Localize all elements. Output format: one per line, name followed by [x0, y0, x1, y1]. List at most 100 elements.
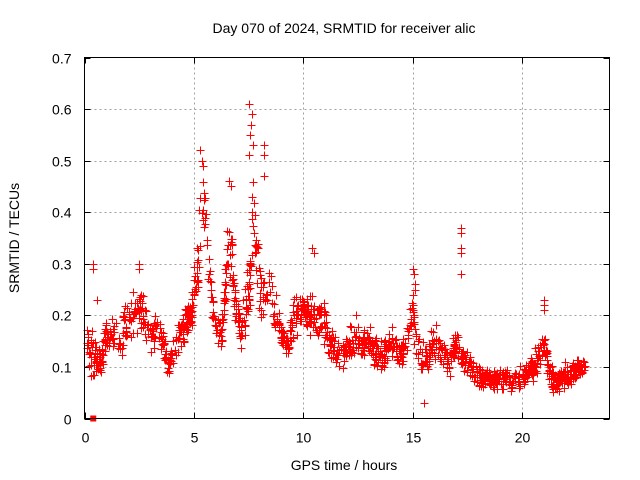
data-point — [414, 354, 423, 363]
data-point — [409, 291, 418, 300]
data-point — [398, 341, 407, 350]
y-tick-labels: 0 0.1 0.2 0.3 0.4 0.5 0.6 0.7 — [52, 51, 72, 428]
data-point — [202, 210, 211, 219]
data-point — [469, 362, 478, 371]
data-point — [313, 328, 322, 337]
data-point — [194, 246, 203, 255]
data-point — [209, 298, 218, 307]
data-point — [435, 345, 444, 354]
data-point — [516, 382, 525, 391]
data-point — [561, 358, 570, 367]
data-point — [94, 361, 103, 370]
data-point — [366, 342, 375, 351]
data-point — [404, 334, 413, 343]
data-point — [245, 266, 254, 275]
y-tick-label: 0.1 — [52, 360, 72, 376]
data-point — [195, 206, 204, 215]
data-point — [457, 270, 466, 279]
data-point — [87, 353, 96, 362]
data-point — [249, 178, 258, 187]
data-point — [293, 310, 302, 319]
y-tick-label: 0.6 — [52, 102, 72, 118]
data-point — [540, 306, 549, 315]
data-point — [410, 270, 419, 279]
data-point — [288, 318, 297, 327]
data-point — [107, 330, 116, 339]
data-point — [208, 313, 217, 322]
data-point — [248, 110, 257, 119]
data-point — [236, 332, 245, 341]
data-point — [199, 216, 208, 225]
tick-layer — [84, 57, 610, 420]
data-point — [135, 265, 144, 274]
data-point — [373, 342, 382, 351]
data-point — [120, 316, 129, 325]
data-point — [93, 296, 102, 305]
data-point — [398, 360, 407, 369]
data-point — [239, 296, 248, 305]
data-point — [332, 358, 341, 367]
data-point — [388, 323, 397, 332]
data-point — [244, 292, 253, 301]
data-point — [249, 222, 258, 231]
data-point — [306, 317, 315, 326]
data-point — [193, 277, 202, 286]
data-point — [340, 343, 349, 352]
data-point — [446, 372, 455, 381]
data-point — [87, 339, 96, 348]
data-point — [535, 352, 544, 361]
data-point — [352, 311, 361, 320]
data-point — [265, 269, 274, 278]
data-point — [149, 332, 158, 341]
data-point — [140, 318, 149, 327]
data-point — [139, 323, 148, 332]
data-point — [307, 319, 316, 328]
data-point — [416, 345, 425, 354]
data-point — [403, 324, 412, 333]
data-point — [142, 336, 151, 345]
data-point — [228, 240, 237, 249]
x-tick-label: 0 — [82, 430, 90, 446]
data-point — [245, 100, 254, 109]
data-point — [186, 317, 195, 326]
data-point — [137, 324, 146, 333]
data-point — [144, 320, 153, 329]
data-point — [218, 325, 227, 334]
data-point — [477, 379, 486, 388]
data-point — [103, 328, 112, 337]
data-point — [130, 310, 139, 319]
data-point — [86, 349, 95, 358]
data-point — [301, 313, 310, 322]
data-point — [286, 326, 295, 335]
data-point — [460, 351, 469, 360]
data-point — [263, 296, 272, 305]
data-point — [345, 337, 354, 346]
data-point — [316, 310, 325, 319]
data-point — [510, 372, 519, 381]
data-point — [246, 131, 255, 140]
data-point — [196, 146, 205, 155]
data-point — [164, 359, 173, 368]
data-point — [285, 343, 294, 352]
data-point — [271, 320, 280, 329]
data-point — [200, 196, 209, 205]
data-point — [339, 364, 348, 373]
data-point — [135, 295, 144, 304]
data-point — [505, 373, 514, 382]
data-point — [125, 313, 134, 322]
x-axis-label: GPS time / hours — [291, 457, 398, 473]
data-point — [193, 244, 202, 253]
data-point — [93, 355, 102, 364]
data-point — [409, 306, 418, 315]
data-point — [528, 366, 537, 375]
data-point — [133, 329, 142, 338]
data-point — [289, 301, 298, 310]
data-point — [334, 339, 343, 348]
data-point — [231, 294, 240, 303]
data-point — [364, 338, 373, 347]
data-point — [204, 275, 213, 284]
data-point — [246, 257, 255, 266]
data-point — [492, 371, 501, 380]
data-point — [296, 315, 305, 324]
data-point — [260, 141, 269, 150]
